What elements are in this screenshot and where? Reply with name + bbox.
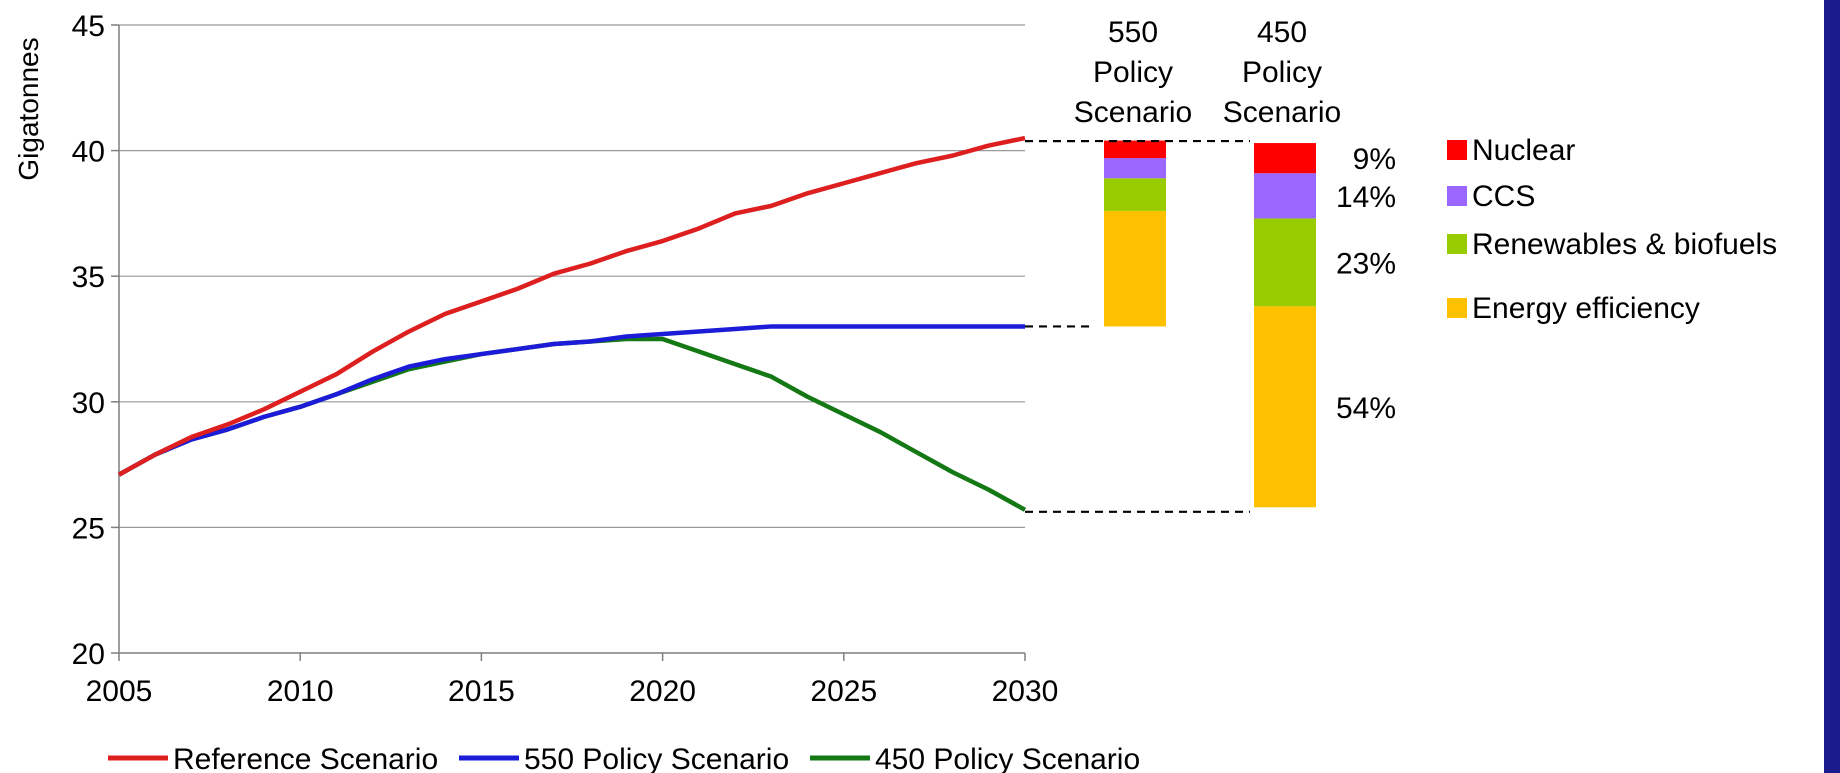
y-tick-label: 30 <box>72 387 105 420</box>
segment-legend-label: Energy efficiency <box>1472 292 1700 325</box>
bar-segment <box>1254 218 1316 307</box>
bar-segment <box>1254 173 1316 219</box>
segment-legend-swatch <box>1447 186 1467 206</box>
x-tick-label: 2025 <box>810 675 877 708</box>
segment-legend-label: Nuclear <box>1472 134 1575 167</box>
bar-segment <box>1104 178 1166 211</box>
y-tick-label: 45 <box>72 10 105 43</box>
x-tick-label: 2010 <box>267 675 334 708</box>
x-tick-label: 2015 <box>448 675 515 708</box>
series-line-2 <box>117 336 1027 512</box>
segment-legend-swatch <box>1447 298 1467 318</box>
bar-title-line: Scenario <box>1223 96 1341 129</box>
segment-legend-label: Renewables & biofuels <box>1472 228 1777 261</box>
y-tick-label: 40 <box>72 136 105 169</box>
bar-title-line: Scenario <box>1074 96 1192 129</box>
bar-title-line: Policy <box>1093 56 1173 89</box>
segment-pct-label: 23% <box>1336 247 1396 280</box>
y-tick-label: 20 <box>72 638 105 671</box>
bar-segment <box>1254 306 1316 508</box>
series-line-1 <box>117 324 1025 477</box>
bar-segment <box>1254 143 1316 174</box>
segment-legend-swatch <box>1447 234 1467 254</box>
right-edge-bar <box>1824 0 1840 773</box>
series-legend-label: 550 Policy Scenario <box>524 743 789 773</box>
x-tick-label: 2020 <box>629 675 696 708</box>
bar-segment <box>1104 210 1166 327</box>
bar-segment <box>1104 158 1166 179</box>
bar-title-line: Policy <box>1242 56 1322 89</box>
segment-pct-label: 9% <box>1353 143 1396 176</box>
segment-pct-label: 14% <box>1336 181 1396 214</box>
y-axis-title: Gigatonnes <box>13 37 44 180</box>
bar-title-line: 450 <box>1257 16 1307 49</box>
segment-pct-label: 54% <box>1336 392 1396 425</box>
segment-legend-label: CCS <box>1472 180 1535 213</box>
series-legend-label: Reference Scenario <box>173 743 438 773</box>
x-tick-label: 2030 <box>992 675 1059 708</box>
series-line-0 <box>117 135 1026 477</box>
series-legend-label: 450 Policy Scenario <box>875 743 1140 773</box>
bar-title-line: 550 <box>1108 16 1158 49</box>
y-tick-label: 35 <box>72 261 105 294</box>
segment-legend-swatch <box>1447 140 1467 160</box>
y-tick-label: 25 <box>72 512 105 545</box>
x-tick-label: 2005 <box>86 675 153 708</box>
bar-segment <box>1104 140 1166 159</box>
